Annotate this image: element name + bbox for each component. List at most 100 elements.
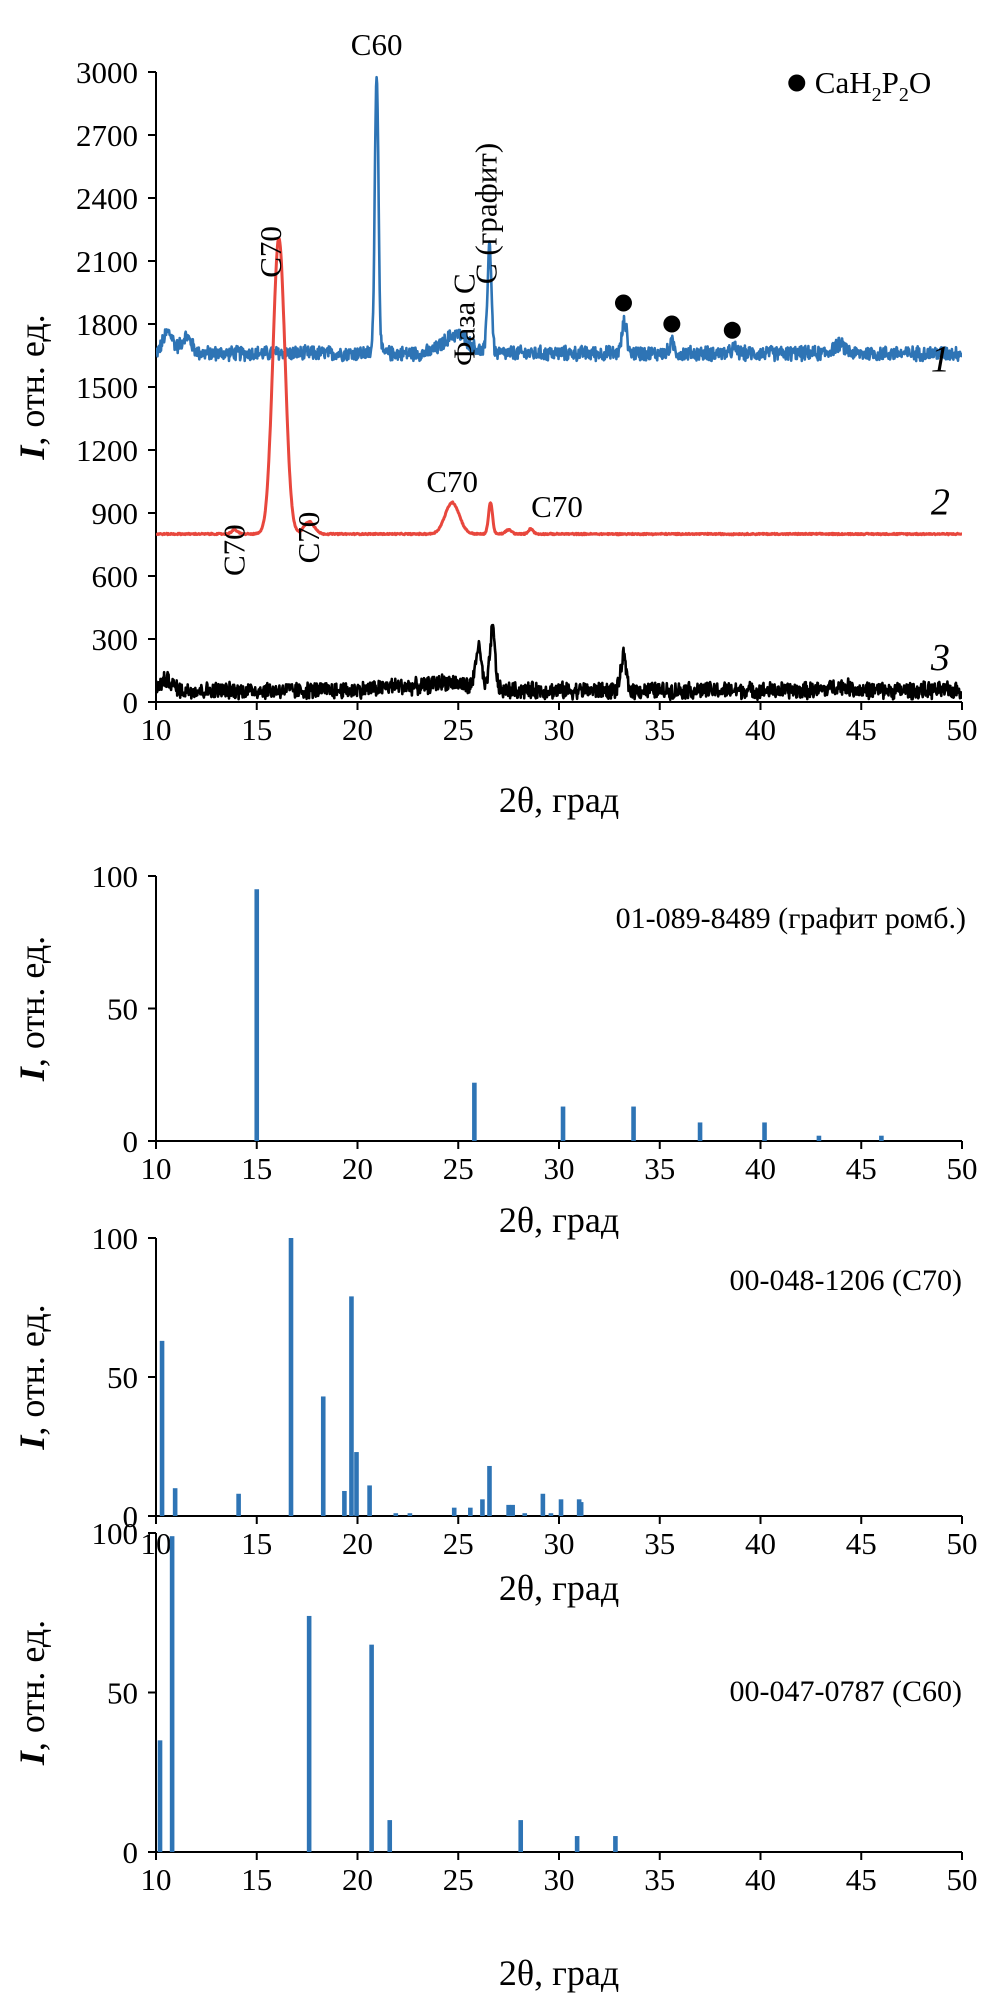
- reflection-bar: [387, 1820, 393, 1852]
- x-tick-label: 30: [544, 1526, 575, 1561]
- y-tick-label: 600: [92, 559, 139, 594]
- reflection-bar: [510, 1504, 515, 1516]
- y-tick-label: 1500: [76, 370, 138, 405]
- x-tick-label: 45: [846, 1151, 877, 1186]
- reflection-bar: [631, 1106, 636, 1141]
- y-tick-label: 3000: [76, 55, 138, 90]
- peak-annotation: C60: [351, 27, 403, 62]
- peak-annotation: C70: [426, 464, 478, 499]
- reflection-bar: [548, 1513, 554, 1516]
- reflection-bar: [159, 1340, 165, 1516]
- y-axis-label: I, отн. ед.: [12, 936, 52, 1082]
- y-tick-label: 2100: [76, 244, 138, 279]
- series-line-2: [156, 236, 962, 537]
- x-tick-label: 30: [544, 1151, 575, 1186]
- x-tick-label: 10: [141, 1151, 172, 1186]
- y-tick-label: 2400: [76, 181, 138, 216]
- phase-dot-marker: [663, 315, 681, 333]
- x-tick-label: 45: [846, 1862, 877, 1897]
- x-tick-label: 45: [846, 712, 877, 747]
- x-tick-label: 10: [141, 712, 172, 747]
- x-tick-label: 50: [947, 712, 978, 747]
- y-tick-label: 0: [123, 685, 139, 720]
- reflection-bar: [613, 1836, 618, 1852]
- legend-label: CaH2P2O: [815, 65, 931, 106]
- x-tick-label: 20: [342, 1151, 373, 1186]
- y-tick-label: 900: [92, 496, 139, 531]
- y-axis-label: I, отн. ед.: [12, 314, 52, 460]
- panel-2: 10 15 20 25 30 35 40 45 50 0 50 100 2θ, град I, отн. …: [12, 859, 978, 1240]
- y-tick-label: 50: [107, 1676, 138, 1711]
- x-tick-label: 20: [342, 1526, 373, 1561]
- x-tick-label: 15: [241, 1526, 272, 1561]
- x-tick-label: 20: [342, 1862, 373, 1897]
- reflection-bar: [480, 1499, 485, 1516]
- panel-1: 10 15 20 25 30 35 40 45 50 0 300 600 900 1200 1500 1800…: [12, 27, 978, 820]
- reflection-bar: [288, 1238, 294, 1516]
- reflection-bar: [522, 1513, 528, 1516]
- reflection-bar: [320, 1396, 326, 1516]
- reflection-bar: [560, 1106, 566, 1141]
- y-tick-label: 2700: [76, 118, 138, 153]
- reflection-bar: [169, 1536, 175, 1852]
- peak-annotation: C70: [253, 226, 288, 278]
- series-line-3: [156, 623, 962, 702]
- x-tick-label: 30: [544, 1862, 575, 1897]
- x-tick-label: 10: [141, 1862, 172, 1897]
- y-axis-label: I, отн. ед.: [12, 1304, 52, 1450]
- reflection-bar: [254, 889, 260, 1141]
- reflection-bar: [451, 1507, 457, 1516]
- y-tick-label: 1200: [76, 433, 138, 468]
- x-axis-label: 2θ, град: [499, 1568, 619, 1608]
- x-axis-label: 2θ, град: [499, 1953, 619, 1993]
- peak-annotation: Фаза C: [446, 273, 481, 366]
- x-tick-label: 45: [846, 1526, 877, 1561]
- x-tick-label: 15: [241, 1862, 272, 1897]
- x-tick-label: 20: [342, 712, 373, 747]
- phase-dot-marker: [723, 321, 741, 339]
- reflection-bar: [558, 1499, 564, 1516]
- peak-annotation: C (графит): [469, 143, 504, 284]
- reflection-bar: [236, 1493, 241, 1516]
- x-tick-label: 30: [544, 712, 575, 747]
- y-tick-label: 100: [92, 1221, 139, 1256]
- x-axis-label: 2θ, град: [499, 780, 619, 820]
- reflection-bar: [518, 1820, 524, 1852]
- x-tick-label: 40: [745, 1151, 776, 1186]
- x-tick-label: 35: [644, 712, 675, 747]
- reflection-bar: [393, 1513, 399, 1516]
- legend-dot-marker: [788, 74, 806, 92]
- peak-annotation: C70: [291, 512, 326, 564]
- reference-card-title: 01-089-8489 (графит ромб.): [616, 902, 966, 935]
- x-tick-label: 15: [241, 1151, 272, 1186]
- x-tick-label: 50: [947, 1151, 978, 1186]
- peak-annotation: C70: [531, 489, 583, 524]
- x-tick-label: 40: [745, 1862, 776, 1897]
- reflection-bar: [697, 1122, 703, 1141]
- series-number-1: 1: [931, 339, 950, 381]
- phase-dot-marker: [614, 294, 632, 312]
- x-tick-label: 25: [443, 1151, 474, 1186]
- reflection-bar: [342, 1490, 347, 1516]
- reference-card-title: 00-047-0787 (C60): [730, 1675, 962, 1708]
- reflection-bar: [487, 1465, 492, 1516]
- reflection-bar: [172, 1488, 178, 1516]
- y-axis-label: I, отн. ед.: [12, 1620, 52, 1766]
- panel-4: 10 15 20 25 30 35 40 45 50 0 50 100 2θ, град I, отн. …: [12, 1516, 978, 1993]
- reflection-bar: [306, 1615, 312, 1852]
- x-tick-label: 25: [443, 1526, 474, 1561]
- x-tick-label: 40: [745, 712, 776, 747]
- reference-card-title: 00-048-1206 (C70): [730, 1264, 962, 1297]
- x-tick-label: 40: [745, 1526, 776, 1561]
- y-tick-label: 50: [107, 992, 138, 1027]
- x-tick-label: 25: [443, 1862, 474, 1897]
- reflection-bar: [816, 1135, 822, 1141]
- y-tick-label: 0: [123, 1124, 139, 1159]
- x-tick-label: 50: [947, 1526, 978, 1561]
- x-tick-label: 50: [947, 1862, 978, 1897]
- y-tick-label: 100: [92, 1516, 139, 1551]
- peak-annotation: C70: [217, 524, 252, 576]
- reflection-bar: [468, 1507, 473, 1516]
- series-line-1: [156, 75, 962, 363]
